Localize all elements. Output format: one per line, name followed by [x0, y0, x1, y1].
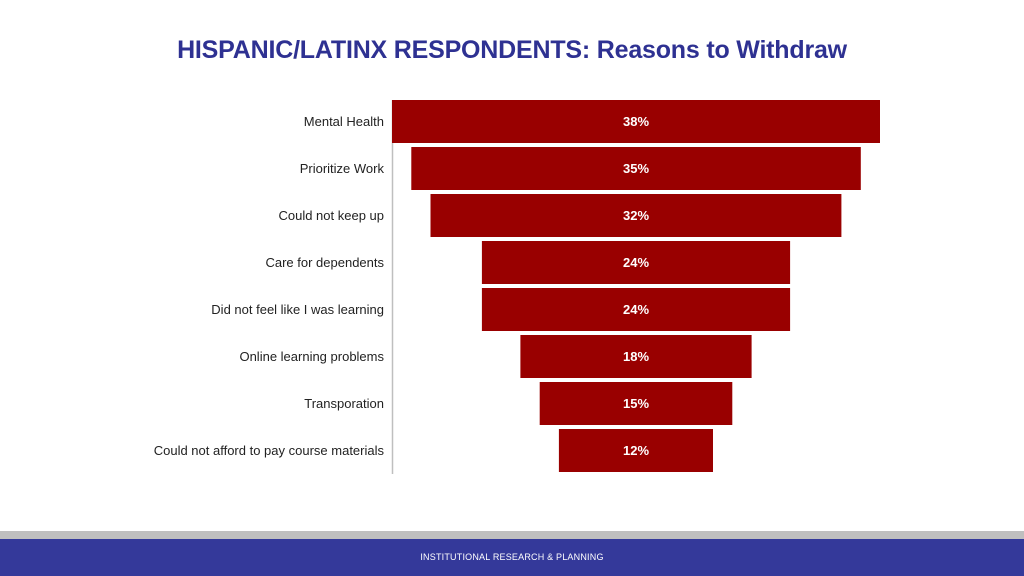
category-labels-group: Mental Health Prioritize Work Could not ke… — [154, 114, 385, 458]
category-label: Could not keep up — [278, 208, 384, 223]
bar-value-label: 24% — [623, 302, 649, 317]
category-label: Online learning problems — [239, 349, 384, 364]
category-label: Did not feel like I was learning — [211, 302, 384, 317]
bar-value-label: 15% — [623, 396, 649, 411]
bar-value-label: 38% — [623, 114, 649, 129]
category-label: Mental Health — [304, 114, 384, 129]
category-label: Could not afford to pay course materials — [154, 443, 385, 458]
slide-title: HISPANIC/LATINX RESPONDENTS: Reasons to … — [0, 36, 1024, 65]
title-sub: Reasons to Withdraw — [596, 36, 847, 64]
bar-value-label: 18% — [623, 349, 649, 364]
bar-value-label: 32% — [623, 208, 649, 223]
category-label: Care for dependents — [265, 255, 384, 270]
bar — [392, 100, 880, 143]
footer-text: INSTITUTIONAL RESEARCH & PLANNING — [420, 552, 604, 562]
bar — [481, 241, 791, 284]
footer-gray-strip — [0, 531, 1024, 539]
bar — [481, 288, 791, 331]
bar — [539, 382, 733, 425]
category-label: Transporation — [304, 396, 384, 411]
category-label: Prioritize Work — [300, 161, 385, 176]
bar-value-label: 24% — [623, 255, 649, 270]
title-main: HISPANIC/LATINX RESPONDENTS: — [177, 36, 591, 64]
footer-bar — [0, 539, 1024, 576]
bar — [411, 147, 861, 190]
bar-value-label: 12% — [623, 443, 649, 458]
bars-group: 38% 35% 32% 24% 24% 18% 15% 12% — [392, 100, 880, 472]
bar-value-label: 35% — [623, 161, 649, 176]
bar — [558, 429, 713, 472]
bar — [520, 335, 752, 378]
bar — [430, 194, 842, 237]
